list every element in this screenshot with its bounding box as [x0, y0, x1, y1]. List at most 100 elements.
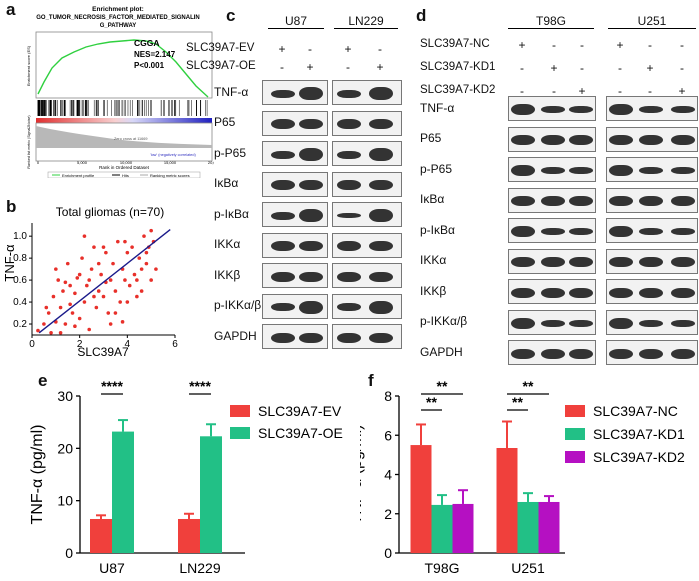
- blot_d-band: [511, 348, 535, 359]
- blot_c-blot-box: [332, 324, 402, 349]
- scatter-point: [73, 291, 77, 296]
- blot_c-band: [369, 209, 393, 222]
- blot_d-band: [609, 348, 633, 359]
- blot_d-band: [639, 348, 663, 359]
- blot_d-sign: -: [648, 38, 652, 52]
- blot_d-band: [511, 165, 535, 176]
- scatter-point: [96, 261, 101, 266]
- blot_d-sign: +: [616, 38, 624, 52]
- blot_c-protein-label: p-IκBα: [214, 206, 249, 221]
- blot_d-band: [511, 135, 535, 145]
- blot_d-blot-box: [508, 248, 596, 274]
- blot_c-band: [299, 300, 323, 314]
- gsea-metric-area: [36, 126, 212, 148]
- scatter-point: [87, 327, 91, 332]
- gsea-rank-gradient: [36, 118, 212, 123]
- scatter-ytick-label: 0.2: [13, 319, 27, 330]
- blot_c-band: [337, 180, 361, 190]
- blot_d-band: [541, 348, 565, 359]
- scatter-point: [85, 283, 89, 288]
- blot_d-band: [609, 317, 633, 329]
- scatter-point: [101, 245, 106, 249]
- blot-d-cond-kd1: SLC39A7-KD1: [420, 61, 496, 73]
- scatter-point: [139, 289, 144, 293]
- blot_d-band: [639, 228, 663, 235]
- gsea-hits: [37, 100, 208, 116]
- scatter-point: [56, 278, 61, 282]
- scatter-point: [70, 311, 75, 315]
- blot_c-band: [271, 211, 295, 220]
- significance-label: **: [426, 394, 437, 410]
- blot_c-band: [337, 89, 361, 98]
- blot_c-blot-box: [332, 232, 402, 258]
- gsea-subtitle-2: G_PATHWAY: [100, 23, 137, 29]
- scatter-point: [58, 331, 63, 335]
- significance-label: **: [512, 394, 523, 410]
- significance-label: ****: [189, 378, 211, 394]
- blot-d-cond-nc: SLC39A7-NC: [420, 38, 490, 50]
- blot_d-sign: -: [648, 84, 652, 98]
- blot_d-band: [541, 106, 565, 113]
- blot_d-band: [671, 287, 695, 298]
- blot_d-sign: -: [618, 84, 622, 98]
- bar: [112, 431, 134, 553]
- gsea-nes: NES=2.147: [134, 50, 176, 59]
- scatter-point: [65, 261, 70, 266]
- blot_c-band: [337, 303, 361, 311]
- gsea-xlabel: Rank in Ordered Dataset: [99, 165, 150, 170]
- scatter-point: [144, 250, 149, 255]
- gsea-xticks: 0 5,000 10,000 15,000 20,000: [37, 160, 214, 165]
- scatter-point: [96, 289, 101, 293]
- scatter-point: [106, 311, 111, 315]
- blot_d-protein-label: P65: [420, 131, 442, 145]
- panel-label-c: c: [226, 6, 236, 25]
- blot_c-band: [299, 148, 323, 161]
- scatter-point: [135, 294, 139, 299]
- blot_d-protein-label: p-P65: [420, 161, 453, 176]
- blot_d-blot-box: [606, 279, 698, 304]
- blot_d-band: [671, 106, 695, 113]
- legend-label: SLC39A7-OE: [258, 425, 343, 441]
- blot_d-band: [609, 196, 633, 206]
- blot_d-band: [609, 165, 633, 176]
- blot_c-band: [337, 213, 361, 218]
- scatter-point: [63, 322, 68, 326]
- blot_d-band: [569, 106, 593, 113]
- blot_d-blot-box: [606, 340, 698, 365]
- blot_d-band: [671, 135, 695, 145]
- bar: [538, 501, 560, 553]
- scatter-point: [125, 300, 130, 304]
- scatter-point: [77, 316, 82, 321]
- scatter-point: [135, 278, 139, 282]
- blot_d-sign: +: [518, 38, 526, 52]
- gsea-es-frame: [35, 31, 213, 99]
- blot_c-blot-box: [262, 324, 328, 349]
- blot_d-band: [639, 287, 663, 298]
- blot_d-sign: -: [520, 84, 524, 98]
- gsea-zero-cross: Zero cross at 11669: [114, 137, 148, 141]
- blot_d-band: [569, 319, 593, 327]
- scatter-point: [89, 267, 94, 271]
- blot_d-band: [541, 257, 565, 267]
- x-tick-label: U87: [99, 560, 125, 576]
- blot_d-blot-box: [508, 218, 596, 243]
- bar: [200, 436, 222, 553]
- legend-label: SLC39A7-NC: [593, 403, 678, 419]
- bar-chart-e: 0 10 20 30 TNF-α (pg/ml) U87 LN229 **** **** SLC3…: [30, 378, 343, 576]
- blot_c-band: [271, 332, 295, 343]
- significance-label: **: [523, 378, 534, 394]
- blot_d-sign: -: [580, 38, 584, 52]
- scatter-point: [54, 267, 58, 271]
- bar: [496, 448, 518, 553]
- blot_d-sign: -: [680, 38, 684, 52]
- blot_c-sign: -: [346, 60, 350, 74]
- blot_d-protein-label: IKKα: [420, 253, 447, 267]
- blot_c-band: [337, 332, 361, 343]
- blot_c-blot-box: [262, 171, 328, 197]
- blot_c-blot-box: [332, 141, 402, 166]
- blot_d-blot-box: [508, 96, 596, 121]
- blot-d-cond-kd2: SLC39A7-KD2: [420, 84, 496, 96]
- blot_c-band: [337, 119, 361, 129]
- scatter-title: Total gliomas (n=70): [56, 205, 164, 219]
